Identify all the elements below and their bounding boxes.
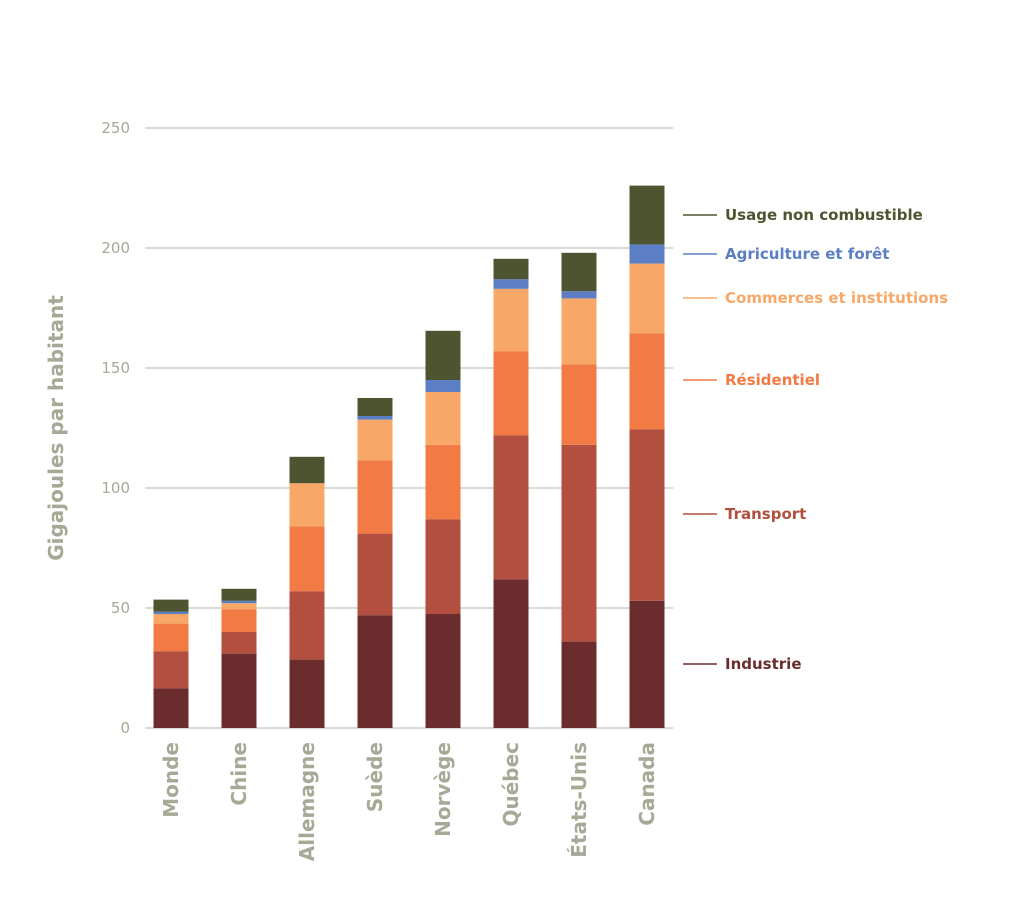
bar-segment: [221, 632, 257, 654]
bar-segment: [561, 298, 597, 365]
legend-label: Industrie: [725, 655, 802, 673]
y-tick-label: 100: [101, 479, 130, 497]
bar-segment: [289, 591, 325, 660]
bar-segment: [561, 291, 597, 299]
bar-segment: [221, 588, 257, 601]
bar-segment: [493, 258, 529, 280]
y-tick-label: 0: [120, 719, 130, 737]
bar-segment: [221, 653, 257, 728]
bar-segment: [221, 609, 257, 632]
bar-segment: [153, 614, 189, 624]
y-axis-title: Gigajoules par habitant: [44, 295, 68, 561]
bar-segment: [425, 392, 461, 445]
bar-segment: [357, 533, 393, 616]
y-tick-label: 50: [111, 599, 130, 617]
bar-segment: [289, 526, 325, 592]
bar-segment: [425, 330, 461, 380]
bar-segment: [629, 263, 665, 334]
legend: Usage non combustible Agriculture et forê…: [683, 206, 948, 673]
bar-segment: [357, 419, 393, 461]
x-category-label: Allemagne: [295, 742, 319, 861]
bar-segment: [357, 398, 393, 416]
bar-segment: [153, 623, 189, 652]
bars: [153, 185, 665, 728]
bar-segment: [425, 380, 461, 392]
bar-segment: [561, 444, 597, 642]
bar-segment: [289, 483, 325, 527]
bar-segment: [221, 603, 257, 610]
bar-segment: [153, 599, 189, 612]
x-category-label: Norvège: [431, 742, 455, 837]
legend-label: Transport: [725, 505, 806, 523]
bar-segment: [629, 333, 665, 430]
y-tick-label: 250: [101, 119, 130, 137]
legend-label: Usage non combustible: [725, 206, 923, 224]
legend-label: Résidentiel: [725, 371, 820, 389]
x-category-label: États-Unis: [567, 742, 591, 858]
bar-segment: [493, 435, 529, 580]
category-labels: Monde Chine Allemagne Suède Norvège Québec Éta…: [159, 742, 659, 861]
bar-segment: [493, 579, 529, 728]
bar-segment: [289, 456, 325, 484]
bar-segment: [561, 641, 597, 728]
bar-segment: [493, 351, 529, 436]
bar-segment: [153, 611, 189, 614]
bar-segment: [153, 688, 189, 728]
bar-segment: [357, 460, 393, 534]
bar-segment: [561, 364, 597, 445]
y-tick-label: 200: [101, 239, 130, 257]
bar-segment: [561, 252, 597, 292]
x-category-label: Canada: [635, 742, 659, 826]
bar-segment: [357, 615, 393, 728]
bar-segment: [425, 444, 461, 520]
bar-segment: [493, 288, 529, 352]
x-category-label: Québec: [499, 742, 523, 827]
legend-label: Agriculture et forêt: [725, 245, 889, 263]
bar-segment: [425, 614, 461, 728]
y-tick-label: 150: [101, 359, 130, 377]
x-category-label: Chine: [227, 742, 251, 806]
bar-segment: [629, 600, 665, 728]
bar-segment: [221, 600, 257, 604]
legend-label: Commerces et institutions: [725, 289, 948, 307]
x-category-label: Suède: [363, 742, 387, 812]
bar-segment: [629, 185, 665, 245]
bar-segment: [153, 651, 189, 689]
bar-segment: [357, 416, 393, 420]
bar-segment: [629, 429, 665, 601]
bar-segment: [629, 244, 665, 264]
bar-segment: [425, 519, 461, 614]
x-category-label: Monde: [159, 742, 183, 818]
bar-segment: [289, 659, 325, 728]
bar-segment: [493, 279, 529, 289]
